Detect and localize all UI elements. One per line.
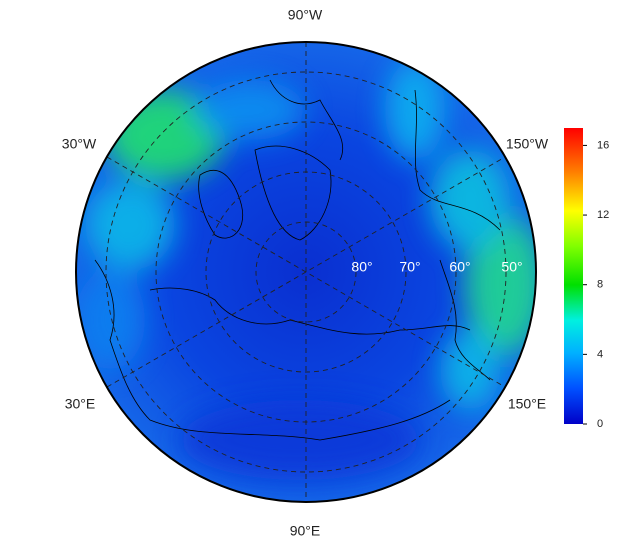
longitude-label: 30°W [62,136,97,152]
colorbar-tick-label: 16 [597,139,609,151]
colorbar-tick-label: 4 [597,348,603,360]
latitude-label: 80° [351,259,372,275]
latitude-label: 50° [501,259,522,275]
coastlines [94,79,501,441]
graticule [105,42,507,502]
latitude-label: 70° [399,259,420,275]
latitude-label: 60° [449,259,470,275]
colorbar-tick-label: 8 [597,279,603,291]
colorbar-ticks: 0 4 8 12 16 [583,139,609,430]
longitude-label: 150°W [506,136,549,152]
colorbar-tick-label: 12 [597,209,609,221]
colorbar [564,128,583,424]
longitude-label: 30°E [65,396,96,412]
map-border [75,41,537,503]
longitude-label: 90°E [290,523,321,539]
colorbar-tick-label: 0 [597,418,603,430]
longitude-label: 90°W [288,7,323,23]
map-field [76,42,536,502]
longitude-label: 150°E [508,396,546,412]
